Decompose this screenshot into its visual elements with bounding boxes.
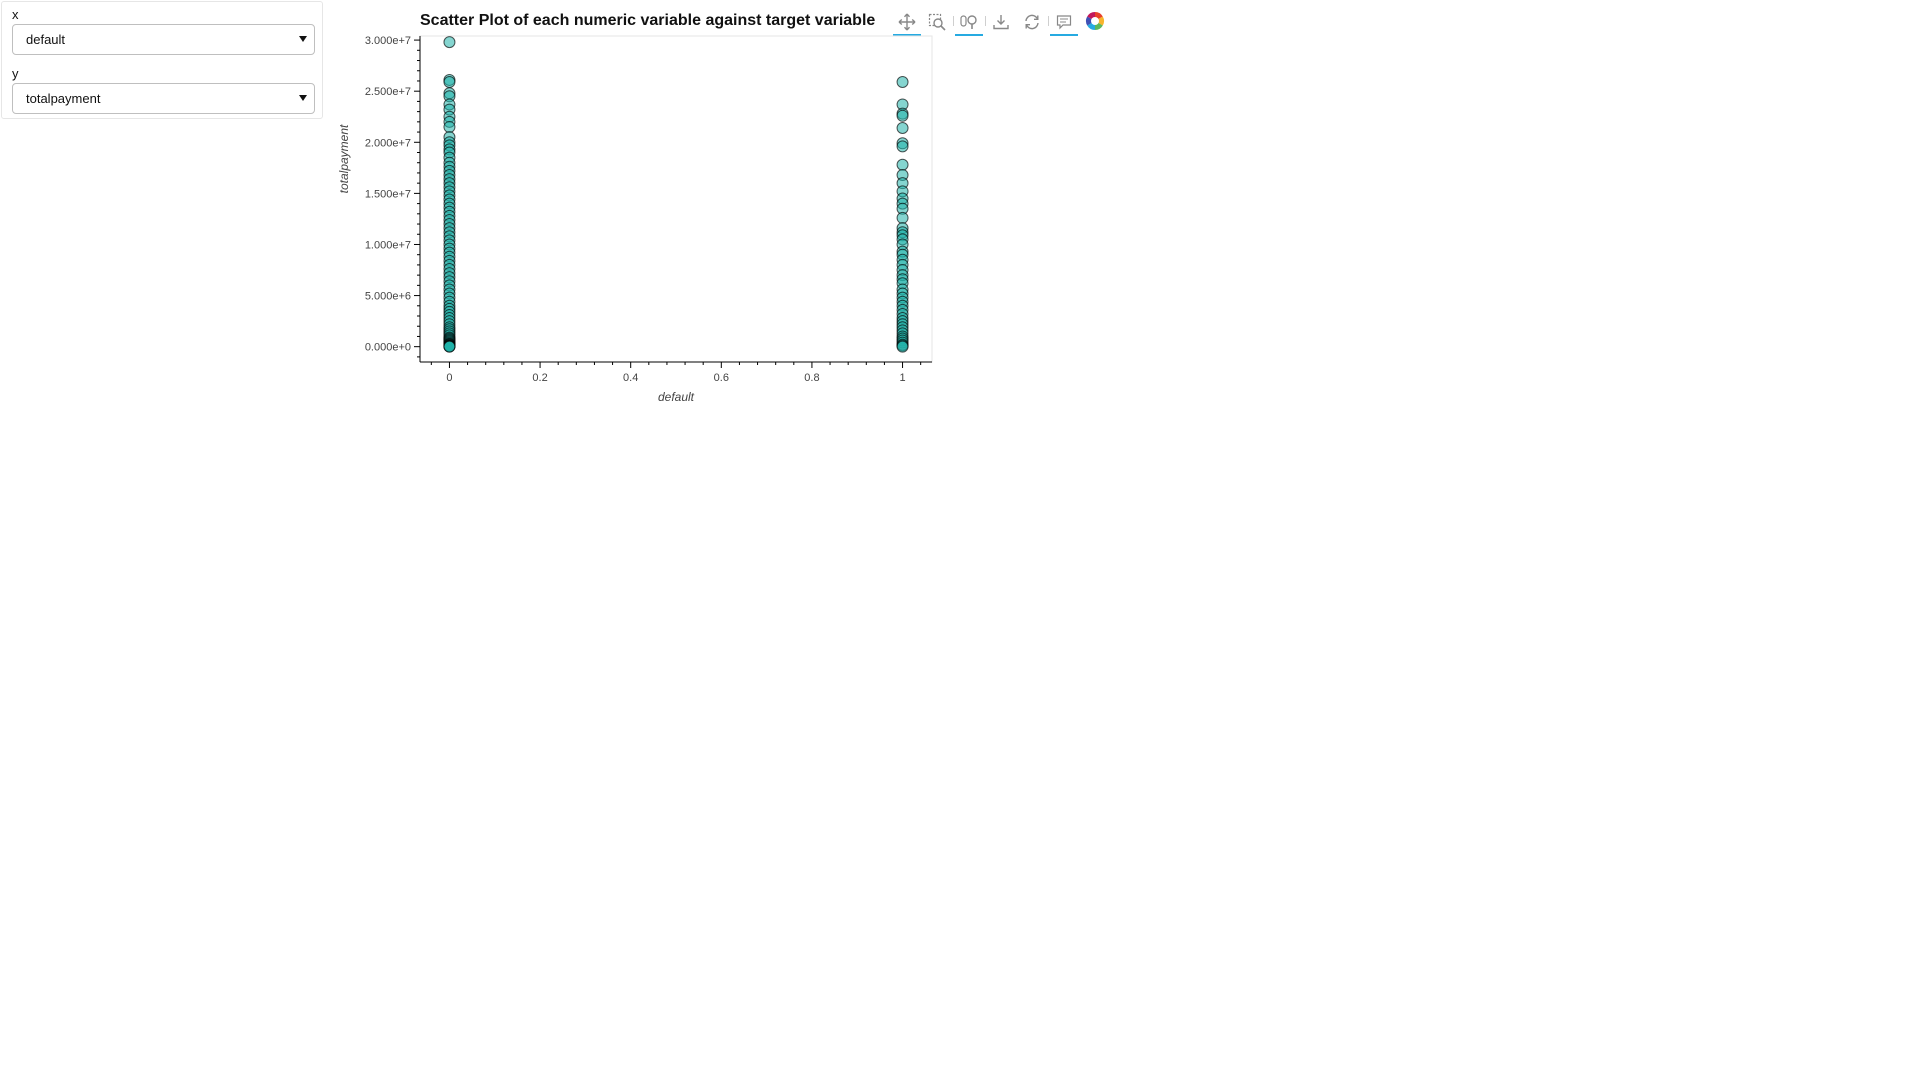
bokeh-logo-icon <box>1085 11 1105 31</box>
toolbar-divider <box>1048 16 1049 26</box>
chevron-down-icon <box>299 95 307 101</box>
bokeh-logo-link[interactable] <box>1081 8 1111 36</box>
plot-frame <box>419 35 933 363</box>
y-axis-title: totalpayment <box>337 124 351 193</box>
y-tick-label: 1.500e+7 <box>365 188 411 200</box>
reset-icon <box>1025 14 1039 30</box>
save-tool[interactable] <box>986 8 1016 36</box>
x-tick-label: 0.2 <box>532 372 547 384</box>
x-tick-label: 0 <box>446 372 452 384</box>
pan-icon <box>898 13 916 31</box>
hover-tool[interactable] <box>1049 8 1079 36</box>
toolbar-divider <box>953 16 954 26</box>
reset-tool[interactable] <box>1017 8 1047 36</box>
scatter-point[interactable] <box>443 120 456 133</box>
x-tick-label: 0.8 <box>804 372 819 384</box>
y-tick-label: 0.000e+0 <box>365 342 411 354</box>
scatter-point[interactable] <box>443 75 456 88</box>
x-tick-label: 0.4 <box>623 372 638 384</box>
pan-tool[interactable] <box>892 8 922 36</box>
y-select[interactable]: totalpayment <box>12 83 315 114</box>
chevron-down-icon <box>299 36 307 42</box>
scatter-point[interactable] <box>896 211 909 224</box>
scatter-point[interactable] <box>896 140 909 153</box>
y-tick-label: 2.000e+7 <box>365 137 411 149</box>
box-zoom-icon <box>928 13 946 31</box>
toolbar-divider <box>985 16 986 26</box>
wheel-zoom-icon <box>960 15 977 29</box>
scatter-point[interactable] <box>896 121 909 134</box>
box-zoom-tool[interactable] <box>922 8 952 36</box>
scatter-point[interactable] <box>896 158 909 171</box>
y-tick-label: 2.500e+7 <box>365 86 411 98</box>
x-tick-label: 1 <box>899 372 905 384</box>
x-select[interactable]: default <box>12 24 315 55</box>
y-tick-label: 1.000e+7 <box>365 239 411 251</box>
scatter-point[interactable] <box>443 340 456 353</box>
x-axis-title: default <box>658 390 695 404</box>
scatter-point[interactable] <box>896 340 909 353</box>
x-select-value: default <box>26 32 66 47</box>
widget-panel: x default y totalpayment <box>1 1 323 119</box>
y-tick-label: 5.000e+6 <box>365 291 411 303</box>
x-select-label: x <box>12 7 19 22</box>
y-tick-label: 3.000e+7 <box>365 35 411 47</box>
wheel-zoom-tool[interactable] <box>954 8 984 36</box>
scatter-point[interactable] <box>443 36 456 49</box>
chart-title: Scatter Plot of each numeric variable ag… <box>420 12 876 29</box>
scatter-point[interactable] <box>896 109 909 122</box>
hover-icon <box>1056 15 1072 30</box>
y-select-value: totalpayment <box>26 91 101 106</box>
x-tick-label: 0.6 <box>714 372 729 384</box>
scatter-point[interactable] <box>896 75 909 88</box>
scatter-chart[interactable]: 0.000e+0 5.000e+6 1.000e+7 1.500e+7 2.000e+7… <box>330 30 950 420</box>
save-icon <box>993 15 1009 30</box>
y-select-label: y <box>12 66 19 81</box>
